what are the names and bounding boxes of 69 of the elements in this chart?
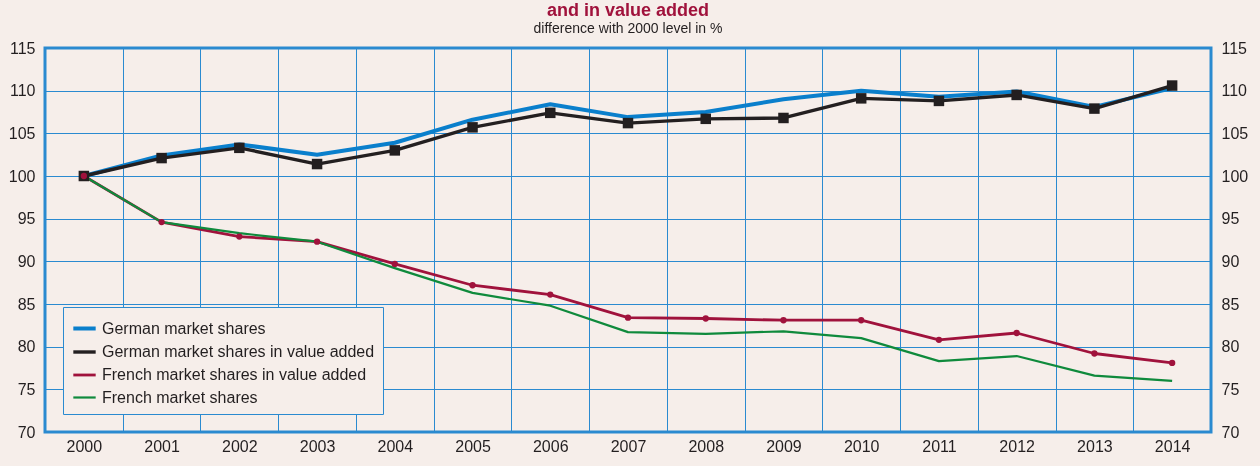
point [778, 112, 789, 124]
y-tick-label: 80 [17, 338, 36, 356]
x-tick-label: 2010 [843, 437, 880, 455]
point [545, 107, 556, 119]
legend-label: French market shares in value added [102, 366, 367, 383]
legend-label: German market shares [102, 319, 266, 337]
point [935, 336, 943, 343]
point [702, 315, 709, 322]
y-tick-label: 95 [17, 210, 36, 228]
x-tick-label: 2013 [1077, 437, 1113, 455]
x-tick-label: 2007 [610, 437, 647, 455]
point [391, 260, 398, 268]
y-tick-label: 105 [8, 124, 36, 142]
point [467, 122, 478, 133]
x-tick-label: 2003 [299, 437, 336, 455]
point [1091, 350, 1098, 357]
y2-tick-label: 90 [1221, 252, 1240, 270]
y2-tick-label: 100 [1221, 167, 1249, 185]
point [622, 117, 634, 129]
y-tick-label: 115 [9, 39, 36, 57]
y2-tick-label: 75 [1221, 380, 1240, 398]
chart-subtitle: difference with 2000 level in % [533, 20, 723, 36]
point [1168, 359, 1176, 367]
y-tick-label: 85 [17, 295, 36, 313]
point [1089, 103, 1100, 114]
y2-tick-label: 105 [1221, 124, 1249, 142]
y2-tick-label: 95 [1221, 210, 1240, 228]
x-tick-label: 2009 [766, 437, 802, 455]
y-tick-label: 110 [9, 82, 36, 100]
y2-tick-label: 80 [1221, 338, 1240, 356]
chart-title: and in value added [546, 0, 710, 20]
y-tick-label: 90 [17, 252, 36, 270]
point [313, 238, 321, 245]
x-tick-label: 2011 [922, 437, 957, 455]
x-tick-label: 2004 [377, 437, 414, 455]
point [933, 95, 945, 107]
point [469, 282, 476, 289]
point [311, 158, 323, 170]
x-tick-label: 2000 [66, 437, 103, 455]
y2-tick-label: 115 [1221, 39, 1248, 57]
point [1166, 80, 1178, 91]
point [780, 317, 787, 324]
x-tick-label: 2001 [144, 437, 180, 455]
x-tick-label: 2008 [688, 437, 725, 455]
y2-tick-label: 110 [1221, 82, 1248, 100]
point [156, 152, 167, 164]
point [236, 233, 243, 240]
point [158, 218, 165, 226]
y-tick-label: 70 [17, 423, 36, 441]
point [858, 317, 865, 324]
x-tick-label: 2002 [222, 437, 258, 455]
x-tick-label: 2012 [999, 437, 1036, 455]
point [234, 142, 245, 154]
legend-label: French market shares [102, 388, 258, 406]
y2-tick-label: 85 [1221, 295, 1240, 313]
point [1011, 89, 1022, 101]
point [700, 113, 711, 125]
y-tick-label: 100 [8, 167, 36, 185]
point [389, 145, 401, 156]
point [1013, 329, 1020, 337]
legend-label: German market shares in value added [102, 343, 375, 360]
y-tick-label: 75 [17, 380, 36, 398]
point [855, 93, 867, 104]
x-tick-label: 2014 [1154, 437, 1191, 455]
point [624, 314, 632, 321]
y2-tick-label: 70 [1221, 423, 1240, 441]
x-tick-label: 2006 [532, 437, 569, 455]
point [547, 291, 554, 298]
x-tick-label: 2005 [455, 437, 491, 455]
